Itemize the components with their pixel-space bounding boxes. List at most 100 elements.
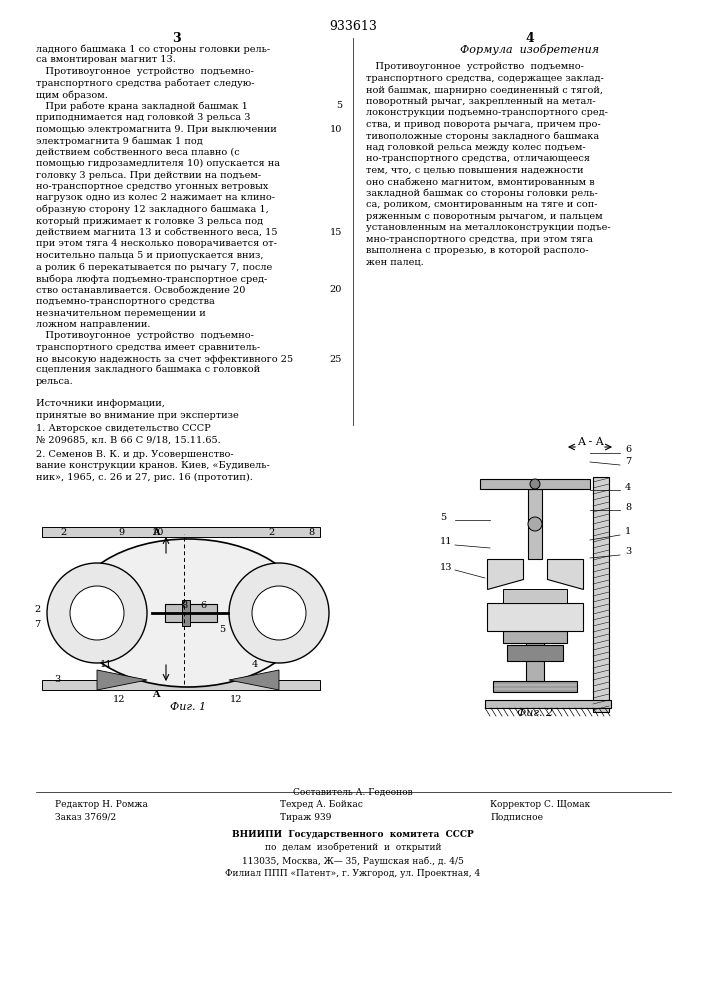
Text: но-транспортное средство угонных ветровых: но-транспортное средство угонных ветровы… [36,182,269,191]
Text: жен палец.: жен палец. [366,258,423,267]
Polygon shape [229,670,279,690]
Text: 3: 3 [54,675,60,684]
Text: тем, что, с целью повышения надежности: тем, что, с целью повышения надежности [366,166,583,175]
Text: транспортного средства, содержащее заклад-: транспортного средства, содержащее закла… [366,74,604,83]
Text: помощью гидрозамедлителя 10) опускается на: помощью гидрозамедлителя 10) опускается … [36,159,280,168]
Text: подъемно-транспортного средства: подъемно-транспортного средства [36,297,215,306]
Text: 5: 5 [336,102,342,110]
Text: 20: 20 [329,286,342,294]
Circle shape [70,586,124,640]
Ellipse shape [71,539,305,687]
Bar [485,700,611,708]
Text: № 209685, кл. В 66 С 9/18, 15.11.65.: № 209685, кл. В 66 С 9/18, 15.11.65. [36,436,221,445]
Bar [182,600,190,626]
Text: 10: 10 [152,528,164,537]
Circle shape [528,517,542,531]
Text: 2: 2 [268,528,274,537]
Text: 1: 1 [625,528,631,536]
Text: 6: 6 [200,601,206,610]
Text: 6: 6 [625,446,631,454]
Bar [165,604,217,622]
Text: действием собственного веса плавно (с: действием собственного веса плавно (с [36,147,240,156]
Bar [493,681,577,692]
Text: 3: 3 [172,32,180,45]
Text: A: A [152,690,160,699]
Bar [507,645,563,661]
Bar [480,479,590,489]
Text: Противоугонное  устройство  подъемно-: Противоугонное устройство подъемно- [36,67,254,76]
Text: A - A: A - A [577,437,603,447]
Text: рельса.: рельса. [36,377,74,386]
Text: 25: 25 [329,355,342,363]
Text: электромагнита 9 башмак 1 под: электромагнита 9 башмак 1 под [36,136,203,145]
Text: выполнена с прорезью, в которой располо-: выполнена с прорезью, в которой располо- [366,246,588,255]
Text: ник», 1965, с. 26 и 27, рис. 16 (прототип).: ник», 1965, с. 26 и 27, рис. 16 (прототи… [36,473,253,482]
Text: ВНИИПИ  Государственного  комитета  СССР: ВНИИПИ Государственного комитета СССР [232,830,474,839]
Text: нагрузок одно из колес 2 нажимает на клино-: нагрузок одно из колес 2 нажимает на кли… [36,194,275,202]
Circle shape [47,563,147,663]
Text: ладного башмака 1 со стороны головки рель-: ладного башмака 1 со стороны головки рел… [36,44,270,53]
Text: тивоположные стороны закладного башмака: тивоположные стороны закладного башмака [366,131,599,141]
Text: Корректор С. Щомак: Корректор С. Щомак [490,800,590,809]
Text: незначительном перемещении и: незначительном перемещении и [36,308,206,318]
Text: локонструкции подъемно-транспортного сред-: локонструкции подъемно-транспортного сре… [366,108,608,117]
Bar [503,631,567,643]
Text: образную сторону 12 закладного башмака 1,: образную сторону 12 закладного башмака 1… [36,205,269,215]
Text: закладной башмак со стороны головки рель-: закладной башмак со стороны головки рель… [366,189,597,198]
Circle shape [530,479,540,489]
Text: Редактор Н. Ромжа: Редактор Н. Ромжа [55,800,148,809]
Text: 113035, Москва, Ж— 35, Раушская наб., д. 4/5: 113035, Москва, Ж— 35, Раушская наб., д.… [242,856,464,865]
Text: ряженным с поворотным рычагом, и пальцем: ряженным с поворотным рычагом, и пальцем [366,212,602,221]
Text: 4: 4 [625,483,631,491]
Text: Фиг. 2: Фиг. 2 [517,708,553,718]
Text: 11: 11 [440,538,452,546]
Text: Филиал ППП «Патент», г. Ужгород, ул. Проектная, 4: Филиал ППП «Патент», г. Ужгород, ул. Про… [226,869,481,878]
Text: 9: 9 [118,528,124,537]
Text: который прижимает к головке 3 рельса под: который прижимает к головке 3 рельса под [36,217,263,226]
Text: 4: 4 [525,32,534,45]
Text: 12: 12 [113,695,126,704]
Bar [526,643,544,681]
Text: 3: 3 [625,548,631,556]
Text: 7: 7 [625,458,631,466]
Text: Заказ 3769/2: Заказ 3769/2 [55,813,116,822]
Polygon shape [487,559,523,589]
Text: 7: 7 [34,620,40,629]
Text: 13: 13 [440,562,452,572]
Text: мно-транспортного средства, при этом тяга: мно-транспортного средства, при этом тяг… [366,235,593,244]
Text: приподнимается над головкой 3 рельса 3: приподнимается над головкой 3 рельса 3 [36,113,250,122]
Bar [487,603,583,631]
Text: но-транспортного средства, отличающееся: но-транспортного средства, отличающееся [366,154,590,163]
Text: 10: 10 [329,124,342,133]
Bar [503,589,567,603]
Text: помощью электромагнита 9. При выключении: помощью электромагнита 9. При выключении [36,124,276,133]
Text: Тираж 939: Тираж 939 [280,813,332,822]
Circle shape [252,586,306,640]
Text: но высокую надежность за счет эффективного 25: но высокую надежность за счет эффективно… [36,355,293,363]
Text: 4: 4 [252,660,258,669]
Text: 8: 8 [625,502,631,512]
Text: установленным на металлоконструкции подъе-: установленным на металлоконструкции подъ… [366,223,611,232]
Text: сцепления закладного башмака с головкой: сцепления закладного башмака с головкой [36,366,260,375]
Text: головку 3 рельса. При действии на подъем-: головку 3 рельса. При действии на подъем… [36,170,261,180]
Bar [42,680,320,690]
Text: са, роликом, смонтированным на тяге и соп-: са, роликом, смонтированным на тяге и со… [366,200,597,209]
Text: ство останавливается. Освобождение 20: ство останавливается. Освобождение 20 [36,286,245,294]
Text: принятые во внимание при экспертизе: принятые во внимание при экспертизе [36,410,239,420]
Text: 2: 2 [60,528,66,537]
Bar [528,489,542,559]
Text: Противоугонное  устройство  подъемно-: Противоугонное устройство подъемно- [36,332,254,340]
Text: ложном направлении.: ложном направлении. [36,320,151,329]
Text: ной башмак, шарнирно соединенный с тягой,: ной башмак, шарнирно соединенный с тягой… [366,85,603,95]
Text: A: A [152,528,160,537]
Text: Формула  изобретения: Формула изобретения [460,44,600,55]
Text: Составитель А. Гедеонов: Составитель А. Гедеонов [293,788,413,797]
Text: са вмонтирован магнит 13.: са вмонтирован магнит 13. [36,55,176,64]
Text: При работе крана закладной башмак 1: При работе крана закладной башмак 1 [36,102,248,111]
Text: ства, и привод поворота рычага, причем про-: ства, и привод поворота рычага, причем п… [366,120,601,129]
Text: 933613: 933613 [329,20,377,33]
Text: при этом тяга 4 несколько поворачивается от-: при этом тяга 4 несколько поворачивается… [36,239,277,248]
Text: поворотный рычаг, закрепленный на метал-: поворотный рычаг, закрепленный на метал- [366,97,595,106]
Text: 15: 15 [329,228,342,237]
Text: 8: 8 [181,601,187,610]
